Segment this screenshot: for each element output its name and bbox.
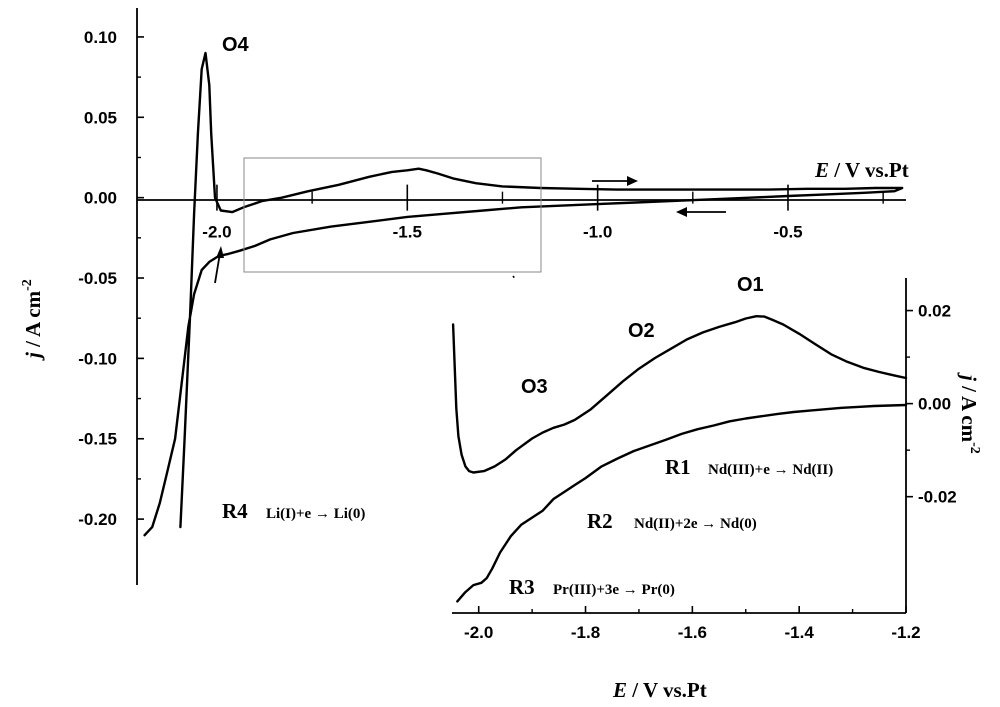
reaction-r4: Li(I)+e → Li(0) [266,506,365,522]
inset-y-tick-label: -0.02 [918,488,957,507]
peak-label-r1: R1 [665,455,691,479]
inset-background [452,278,906,613]
inset-x-tick-label: -1.8 [571,623,600,642]
peak-label-r2: R2 [587,509,613,533]
peak-label-o2: O2 [628,320,655,342]
main-y-axis-title-unit: / A cm [21,290,45,352]
main-y-tick-label: -0.20 [78,510,117,529]
inset-x-tick-label: -1.2 [891,623,920,642]
inset-x-tick-label: -1.6 [678,623,707,642]
inset-y-tick-label: 0.00 [918,395,951,414]
main-x-tick-label: -2.0 [202,223,231,242]
inset-axes [452,278,907,614]
peak-label-r3: R3 [509,575,535,599]
inset-anodic-curve [451,315,908,474]
main-y-axis-title: j / A cm-2 [20,279,45,361]
main-y-tick-label: 0.05 [84,108,117,127]
main-x-tick-label: -1.0 [583,223,612,242]
main-x-tick-label: -0.5 [773,223,802,242]
peak-label-o4: O4 [222,34,250,56]
inset-cathodic-curve [456,403,908,603]
peak-label-o3: O3 [521,376,548,398]
reaction-r3: Pr(III)+3e → Pr(0) [553,582,675,598]
inset-x-tick-label: -2.0 [464,623,493,642]
inset-x-ticks: -2.0 -1.8 -1.6 -1.4 -1.2 [464,606,921,642]
main-x-axis-title-unit: / V vs.Pt [829,158,909,182]
peak-label-o1: O1 [737,274,764,296]
inset-y-axis-title-var: j [957,372,981,381]
main-y-tick-label: -0.10 [78,349,117,368]
main-y-tick-label: 0.10 [84,28,117,47]
inset-y-ticks: 0.02 0.00 -0.02 [906,302,957,507]
main-x-tick-label: -1.5 [393,223,422,242]
forward-scan-arrowhead [627,176,638,186]
inset-y-axis-title-exp: -2 [967,442,982,454]
inset-y-tick-label: 0.02 [918,302,951,321]
main-y-axis-title-var: j [21,352,45,361]
main-y-ticks: 0.10 0.05 0.00 -0.05 -0.10 -0.15 -0.20 [78,28,144,529]
main-x-ticks: -2.0 -1.5 -1.0 -0.5 [202,184,884,242]
inset-y-axis-title-unit: / A cm [957,381,981,443]
reaction-r1: Nd(III)+e → Nd(II) [708,462,833,478]
inset-x-tick-label: -1.4 [785,623,815,642]
main-y-tick-label: -0.15 [78,430,117,449]
inset-y-axis-title: j / A cm-2 [957,372,982,454]
inset-x-axis-title-var: E [612,678,627,702]
main-x-axis-title-var: E [814,158,829,182]
reaction-r2: Nd(II)+2e → Nd(0) [634,516,757,532]
main-y-tick-label: -0.05 [78,269,117,288]
main-x-axis-title: E / V vs.Pt [814,158,909,182]
inset-x-axis-title: E / V vs.Pt [612,678,707,702]
zoom-region-box [243,157,542,273]
upward-scan-arrowhead [216,246,224,258]
main-y-axis-title-exp: -2 [20,279,35,291]
reverse-scan-arrowhead [676,207,687,217]
main-cv-curve [143,51,904,537]
main-y-tick-label: 0.00 [84,189,117,208]
peak-label-r4: R4 [222,499,248,523]
inset-x-axis-title-unit: / V vs.Pt [627,678,707,702]
